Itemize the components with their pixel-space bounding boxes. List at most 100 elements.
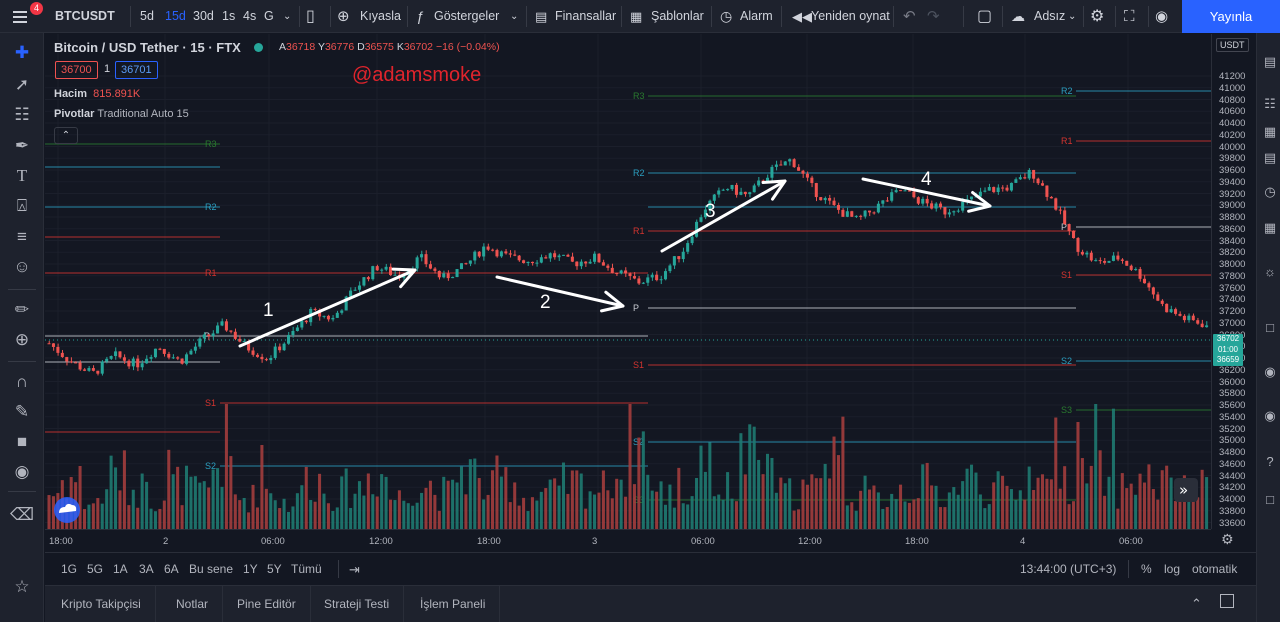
range-3a[interactable]: 3A: [139, 562, 154, 576]
lock-icon[interactable]: ■: [16, 432, 28, 451]
indicators-dropdown-icon[interactable]: ⌄: [510, 11, 519, 22]
interval-g[interactable]: G: [264, 9, 274, 23]
tab-notes[interactable]: Notlar: [162, 586, 224, 622]
range-ytd[interactable]: Bu sene: [189, 562, 234, 576]
calendar-icon[interactable]: ▦: [1263, 124, 1277, 139]
brush-icon[interactable]: ✒: [14, 136, 30, 155]
chart-settings-gear-icon[interactable]: ⚙: [1221, 531, 1234, 547]
eye-icon[interactable]: ◉: [14, 462, 30, 481]
time-axis[interactable]: 18:00 2 06:00 12:00 18:00 3 06:00 12:00 18:00 4 06…: [45, 529, 1211, 551]
candle-body: [171, 357, 175, 359]
tab-strategy-tester[interactable]: Strateji Testi: [310, 586, 405, 622]
compare-button[interactable]: Kıyasla: [360, 9, 401, 23]
time-tick: 06:00: [1119, 536, 1143, 547]
interval-5d[interactable]: 5d: [140, 9, 154, 23]
log-scale-toggle[interactable]: log: [1164, 562, 1181, 576]
pivots-indicator-legend[interactable]: Pivotlar Traditional Auto 15: [54, 108, 189, 120]
lock-drawing-mode-icon[interactable]: ✎: [14, 402, 30, 421]
data-window-icon[interactable]: ☷: [1264, 96, 1276, 111]
compare-plus-icon[interactable]: ⊕: [337, 8, 350, 25]
range-1a[interactable]: 1A: [113, 562, 128, 576]
volume-bar: [575, 470, 579, 529]
templates-button[interactable]: Şablonlar: [651, 9, 704, 23]
candle-body: [708, 200, 712, 210]
publish-button[interactable]: Yayınla: [1182, 0, 1280, 33]
go-to-date-icon[interactable]: ⇥: [349, 562, 360, 577]
volume-bar: [752, 426, 756, 529]
price-tick: 34200: [1219, 482, 1246, 494]
interval-4s[interactable]: 4s: [243, 9, 257, 23]
main-menu-button[interactable]: [8, 0, 30, 33]
watchlist-icon[interactable]: ▤: [1263, 54, 1277, 69]
chat-icon[interactable]: □: [1266, 320, 1274, 335]
symbol-title[interactable]: Bitcoin / USD Tether · 15 · FTX: [54, 40, 241, 55]
news-icon[interactable]: ▤: [1263, 150, 1277, 165]
ruler-icon[interactable]: ✏: [14, 300, 30, 319]
range-5y[interactable]: 5Y: [267, 562, 282, 576]
range-1y[interactable]: 1Y: [243, 562, 258, 576]
price-axis[interactable]: USDT 41200 41000 40800 40600 40400 40200 40000…: [1211, 34, 1256, 529]
volume-bar: [557, 485, 561, 529]
notifications-icon[interactable]: ◉: [1264, 408, 1276, 423]
expand-panel-icon[interactable]: ⌃: [1191, 596, 1202, 611]
layout-name-button[interactable]: Adsız: [1034, 9, 1066, 23]
auto-scale-toggle[interactable]: otomatik: [1192, 562, 1238, 576]
percent-scale-toggle[interactable]: %: [1141, 562, 1152, 576]
chart-pane[interactable]: R3R2R1PS1S2R3R2R1PS1S2S3R2R1PS1S2S31234»: [45, 34, 1211, 529]
interval-dropdown-icon[interactable]: ⌄: [283, 11, 292, 22]
buy-price-box[interactable]: 36701: [115, 61, 158, 79]
crosshair-icon[interactable]: ✚: [14, 43, 30, 62]
symbol-search-button[interactable]: BTCUSDT: [55, 9, 115, 23]
currency-label[interactable]: USDT: [1216, 38, 1249, 52]
layout-dropdown-icon[interactable]: ⌄: [1068, 11, 1077, 22]
undo-icon[interactable]: ↶: [903, 8, 916, 25]
maximize-panel-icon[interactable]: [1220, 594, 1234, 608]
settings-gear-icon[interactable]: ⚙: [1090, 8, 1105, 25]
clock-timezone[interactable]: 13:44:00 (UTC+3): [1020, 562, 1117, 576]
volume-bar: [433, 494, 437, 529]
tab-trading-panel[interactable]: İşlem Paneli: [406, 586, 501, 622]
help-icon[interactable]: ?: [1266, 454, 1274, 469]
redo-icon[interactable]: ↷: [927, 8, 940, 25]
interval-1s[interactable]: 1s: [222, 9, 236, 23]
pattern-tool-icon[interactable]: ⍓: [16, 196, 28, 215]
sell-price-box[interactable]: 36700: [55, 61, 98, 79]
streams-icon[interactable]: ◉: [1264, 364, 1276, 379]
market-status-dot: [254, 43, 263, 52]
favorites-star-icon[interactable]: ☆: [14, 577, 30, 596]
range-all[interactable]: Tümü: [291, 562, 322, 576]
replay-button[interactable]: Yeniden oynat: [811, 9, 890, 23]
candle-style-icon[interactable]: ▯: [306, 8, 315, 25]
trash-icon[interactable]: ⌫: [10, 505, 35, 524]
chat-bubble-icon[interactable]: □: [1266, 492, 1274, 507]
hotlist-icon[interactable]: ◷: [1264, 184, 1276, 199]
magnet-icon[interactable]: ∩: [15, 372, 29, 391]
financials-button[interactable]: Finansallar: [555, 9, 617, 23]
fib-retracement-icon[interactable]: ☷: [14, 105, 30, 124]
volume-bar: [411, 505, 415, 529]
volume-bar: [1072, 501, 1076, 529]
trend-line-icon[interactable]: ➚: [14, 75, 30, 94]
range-5g[interactable]: 5G: [87, 562, 104, 576]
interval-30d[interactable]: 30d: [193, 9, 214, 23]
interval-15d[interactable]: 15d: [165, 9, 186, 23]
ideas-bulb-icon[interactable]: ☼: [1264, 264, 1276, 279]
zoom-in-icon[interactable]: ⊕: [14, 330, 30, 349]
alarm-button[interactable]: Alarm: [740, 9, 773, 23]
volume-indicator-legend[interactable]: Hacim 815.891K: [54, 88, 141, 100]
candle-body: [1089, 252, 1093, 261]
range-6a[interactable]: 6A: [164, 562, 179, 576]
prediction-tool-icon[interactable]: ≡: [17, 227, 27, 246]
calculator-icon[interactable]: ▦: [1263, 220, 1277, 235]
camera-snapshot-icon[interactable]: ◉: [1155, 8, 1169, 25]
range-1g[interactable]: 1G: [61, 562, 78, 576]
tab-crypto-screener[interactable]: Kripto Takipçisi: [47, 586, 156, 622]
indicators-button[interactable]: Göstergeler: [434, 9, 500, 23]
fullscreen-icon[interactable]: ⛶: [1124, 8, 1135, 25]
emoji-icon[interactable]: ☺: [13, 257, 31, 276]
volume-bar: [690, 496, 694, 529]
text-tool-icon[interactable]: T: [16, 166, 28, 185]
tab-pine-editor[interactable]: Pine Editör: [223, 586, 311, 622]
collapse-legend-button[interactable]: ⌃: [54, 127, 78, 144]
fullscreen-layout-icon[interactable]: ▢: [977, 8, 993, 25]
